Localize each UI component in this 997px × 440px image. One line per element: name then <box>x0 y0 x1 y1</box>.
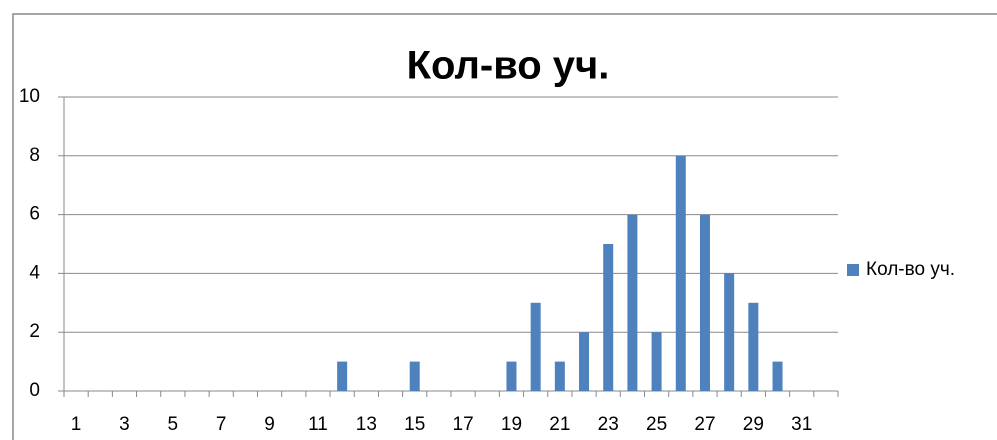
y-tick-label: 10 <box>19 86 40 107</box>
x-tick-label: 29 <box>743 414 764 435</box>
x-tick-label: 25 <box>646 414 667 435</box>
x-tick-label: 23 <box>598 414 619 435</box>
bar <box>699 214 710 391</box>
x-tick-label: 7 <box>216 414 227 435</box>
bar <box>579 332 590 391</box>
bar <box>675 155 686 391</box>
chart-title: Кол-во уч. <box>407 44 610 88</box>
bar <box>772 361 783 391</box>
bar <box>627 214 638 391</box>
bar <box>506 361 517 391</box>
legend-label: Кол-во уч. <box>866 259 955 280</box>
bar <box>337 361 348 391</box>
x-tick-label: 21 <box>549 414 570 435</box>
bar <box>724 273 735 391</box>
y-tick-label: 2 <box>29 321 40 342</box>
x-tick-label: 9 <box>264 414 275 435</box>
x-tick-label: 5 <box>168 414 179 435</box>
x-tick-label: 19 <box>501 414 522 435</box>
y-tick-label: 8 <box>29 145 40 166</box>
y-tick-label: 4 <box>29 262 40 283</box>
y-tick-label: 6 <box>29 204 40 225</box>
chart-frame <box>12 13 997 440</box>
legend-swatch <box>847 264 859 276</box>
bar <box>554 361 565 391</box>
x-tick-label: 11 <box>308 414 328 435</box>
x-tick-label: 13 <box>356 414 377 435</box>
x-tick-label: 1 <box>71 414 82 435</box>
y-tick-label: 0 <box>29 380 40 401</box>
x-tick-label: 15 <box>404 414 425 435</box>
bar <box>409 361 420 391</box>
bar <box>748 302 759 391</box>
x-tick-label: 17 <box>453 414 474 435</box>
x-tick-label: 3 <box>119 414 130 435</box>
x-tick-label: 31 <box>791 414 812 435</box>
bar <box>651 332 662 391</box>
bar <box>530 302 541 391</box>
bar <box>603 244 614 391</box>
x-tick-label: 27 <box>694 414 715 435</box>
